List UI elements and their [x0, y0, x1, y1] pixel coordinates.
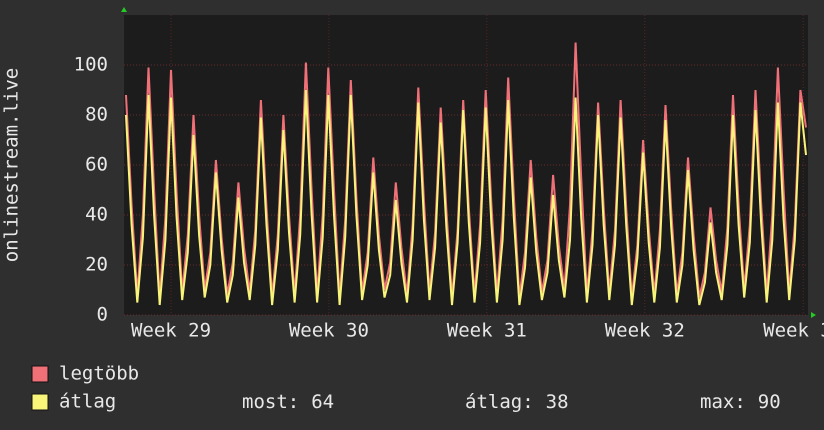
legend-label: átlag — [59, 391, 116, 413]
y-tick-label: 100 — [74, 54, 108, 76]
y-tick-label: 40 — [85, 204, 108, 226]
stat: átlag: 38 — [465, 391, 569, 413]
stat-label: átlag: — [465, 391, 534, 413]
stat-value: 64 — [311, 391, 334, 413]
x-tick-label: Week 32 — [605, 320, 685, 342]
stat: max: 90 — [700, 391, 781, 413]
x-tick-label: Week 29 — [131, 320, 211, 342]
legend-swatch — [31, 365, 49, 383]
legend-swatch — [31, 393, 49, 411]
legend-label: legtöbb — [59, 363, 139, 385]
stat-label: max: — [700, 391, 746, 413]
y-tick-label: 80 — [85, 104, 108, 126]
stat-label: most: — [242, 391, 299, 413]
y-tick-label: 60 — [85, 154, 108, 176]
x-tick-label: Week 31 — [447, 320, 527, 342]
x-tick-label: Week 30 — [289, 320, 369, 342]
y-axis-label: onlinestream.live — [1, 68, 23, 262]
stat-value: 90 — [758, 391, 781, 413]
axis-arrow — [121, 7, 127, 12]
y-tick-label: 20 — [85, 254, 108, 276]
series-line — [125, 89, 807, 306]
y-tick-label: 0 — [97, 304, 108, 326]
axis-arrow — [811, 312, 816, 318]
stat: most: 64 — [242, 391, 334, 413]
stat-value: 38 — [546, 391, 569, 413]
x-tick-label: Week 33 — [763, 320, 824, 342]
